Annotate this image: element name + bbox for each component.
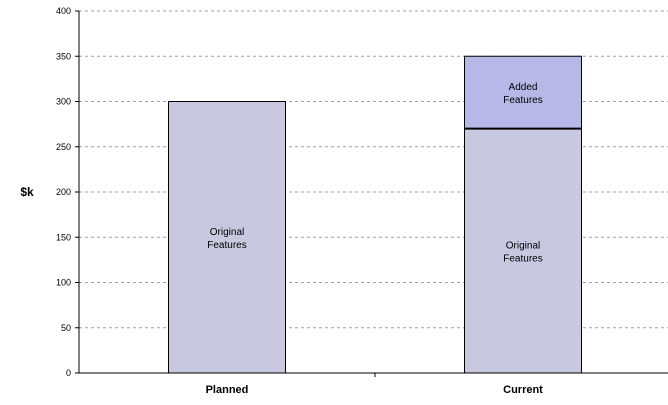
y-tick-label: 100 <box>56 278 71 288</box>
x-tick-label: Current <box>503 384 543 396</box>
bar-current-segment-1 <box>464 55 582 130</box>
labels: Planned Original Features Current Original Fe… <box>206 82 544 396</box>
y-tick-label: 200 <box>56 187 71 197</box>
bars <box>168 55 582 374</box>
y-tick-label: 350 <box>56 51 71 61</box>
segment-label: Features <box>503 95 542 106</box>
bar-planned-segment-0 <box>168 101 286 374</box>
segment-label: Features <box>207 240 246 251</box>
segment-label: Features <box>503 253 542 264</box>
segment-label: Original <box>210 227 244 238</box>
x-tick-label: Planned <box>206 384 249 396</box>
segment-label: Original <box>506 240 540 251</box>
axes: 0 50 100 150 200 250 300 350 400 $k <box>20 6 668 378</box>
y-axis-label: $k <box>20 185 34 199</box>
y-tick-label: 150 <box>56 232 71 242</box>
bar-current-segment-0 <box>464 128 582 374</box>
segment-label: Added <box>509 82 538 93</box>
y-tick-label: 50 <box>61 323 71 333</box>
y-tick-label: 300 <box>56 97 71 107</box>
y-tick-label: 400 <box>56 6 71 16</box>
y-tick-label: 0 <box>66 368 71 378</box>
y-tick-label: 250 <box>56 142 71 152</box>
